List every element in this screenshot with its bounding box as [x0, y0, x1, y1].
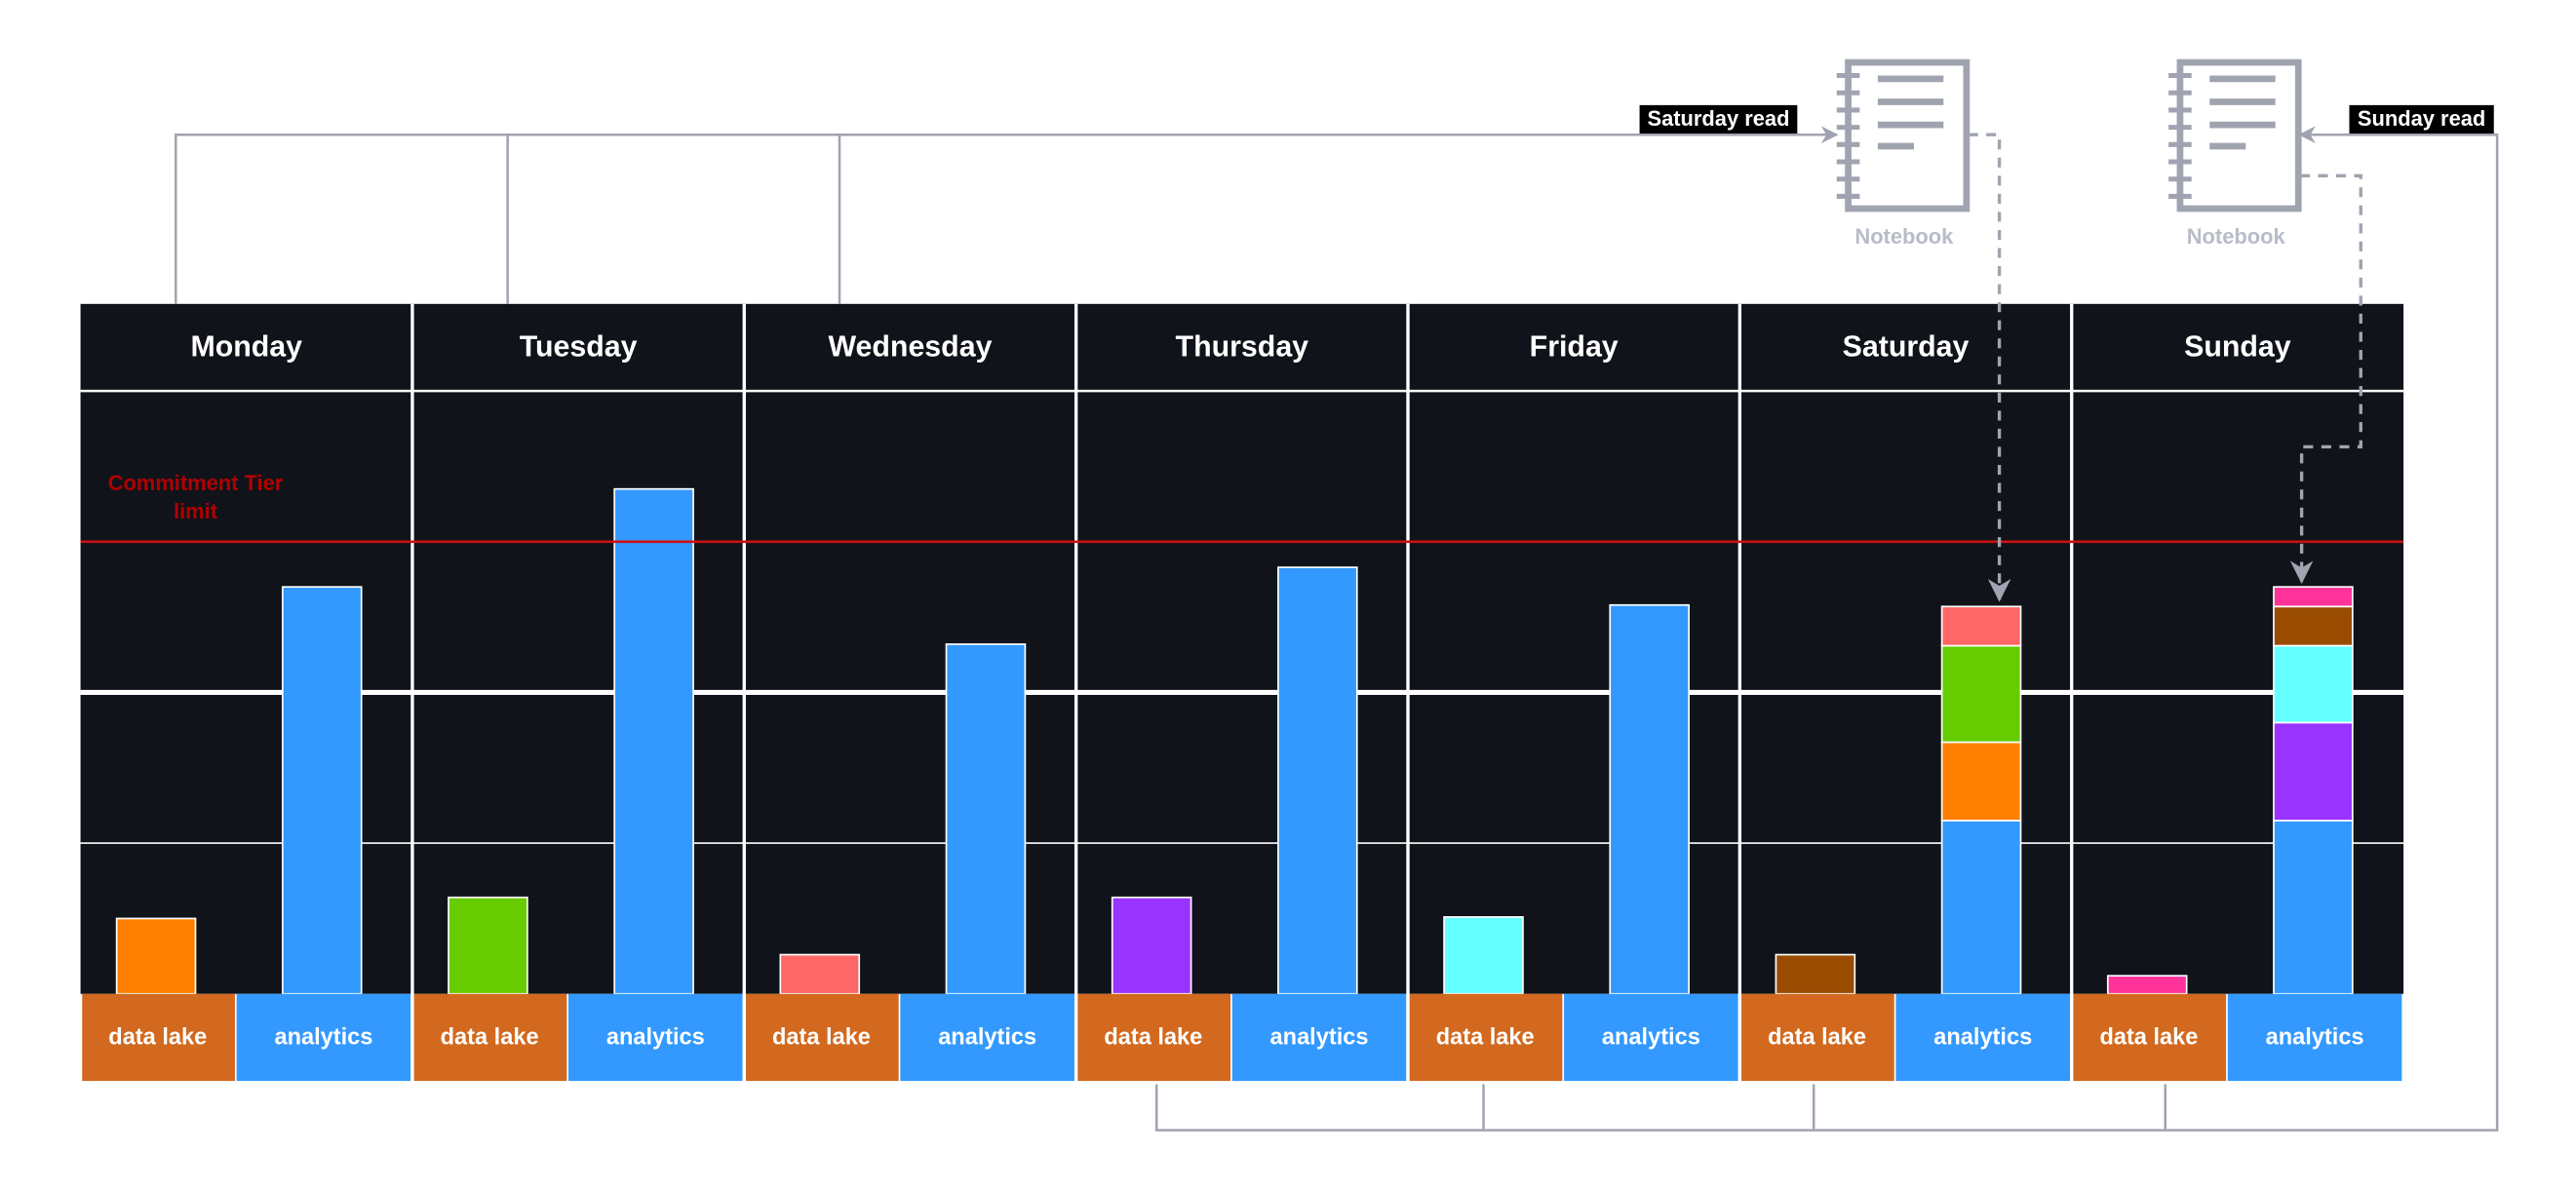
- analytics-label: analytics: [1270, 1023, 1369, 1049]
- data-lake-label: data lake: [1768, 1023, 1866, 1049]
- data-lake-label: data lake: [108, 1023, 207, 1049]
- connector: [1154, 126, 2499, 1132]
- data-lake-bar: [115, 917, 197, 995]
- read-label: Saturday read: [1647, 106, 1789, 131]
- data-lake-bar: [448, 896, 528, 995]
- notebook-label: Notebook: [2187, 224, 2286, 249]
- analytics-segment: [1940, 605, 2022, 647]
- day-header: Sunday: [2184, 330, 2291, 363]
- analytics-segment: [1940, 741, 2022, 822]
- day-header: Wednesday: [828, 330, 992, 363]
- analytics-cell: [567, 993, 743, 1082]
- analytics-segment: [2273, 820, 2354, 995]
- read-label-bg: [1639, 104, 1798, 135]
- analytics-segment: [2273, 605, 2354, 647]
- notebook-cover: [1845, 58, 1971, 212]
- limit-label: Commitment Tier limit: [108, 471, 284, 523]
- day-header: Monday: [190, 330, 302, 363]
- analytics-cell: [900, 993, 1074, 1082]
- dashed-connector: [2289, 173, 2362, 585]
- data-lake-bar: [2106, 975, 2188, 995]
- data-lake-bar: [779, 953, 861, 995]
- analytics-segment: [1277, 566, 1358, 995]
- data-lake-cell: [413, 993, 567, 1082]
- notebook-icon: [2168, 58, 2302, 212]
- data-lake-bar: [1111, 896, 1192, 995]
- connectors: [175, 126, 2499, 1132]
- analytics-label: analytics: [1602, 1023, 1700, 1049]
- analytics-cell: [1564, 993, 1738, 1082]
- data-lake-cell: [1409, 993, 1563, 1082]
- data-lake-label: data lake: [1104, 1023, 1202, 1049]
- data-lake-cell: [1077, 993, 1231, 1082]
- connector: [175, 126, 1839, 304]
- analytics-segment: [2273, 644, 2354, 724]
- data-lake-bar: [1443, 916, 1524, 995]
- analytics-segment: [2273, 721, 2354, 822]
- analytics-label: analytics: [1933, 1023, 2032, 1049]
- analytics-segment: [613, 487, 694, 995]
- day-header: Thursday: [1176, 330, 1309, 363]
- analytics-segment: [945, 643, 1027, 995]
- data-lake-label: data lake: [2099, 1023, 2198, 1049]
- data-lake-label: data lake: [772, 1023, 871, 1049]
- data-lake-label: data lake: [441, 1023, 539, 1049]
- analytics-segment: [2273, 586, 2354, 608]
- analytics-cell: [236, 993, 411, 1082]
- analytics-segment: [1609, 603, 1690, 995]
- day-header: Tuesday: [520, 330, 638, 363]
- data-lake-cell: [2073, 993, 2227, 1082]
- notebook-cover: [2176, 58, 2302, 212]
- read-label-bg: [2349, 104, 2494, 135]
- read-label: Sunday read: [2358, 106, 2485, 131]
- day-header: Friday: [1530, 330, 1619, 363]
- data-lake-cell: [1741, 993, 1894, 1082]
- notebook-label: Notebook: [1854, 224, 1954, 249]
- analytics-label: analytics: [2266, 1023, 2364, 1049]
- notebook-icon: [1836, 58, 1971, 212]
- chart-body: [80, 303, 2404, 994]
- analytics-label: analytics: [274, 1023, 372, 1049]
- analytics-cell: [1895, 993, 2071, 1082]
- analytics-label: analytics: [606, 1023, 705, 1049]
- data-lake-label: data lake: [1436, 1023, 1535, 1049]
- data-lake-cell: [82, 993, 235, 1082]
- analytics-cell: [2227, 993, 2402, 1082]
- data-lake-bar: [1775, 953, 1856, 995]
- analytics-segment: [1940, 820, 2022, 995]
- day-header: Saturday: [1843, 330, 1970, 363]
- analytics-cell: [1231, 993, 1407, 1082]
- analytics-segment: [1940, 644, 2022, 744]
- analytics-label: analytics: [938, 1023, 1036, 1049]
- data-lake-cell: [745, 993, 899, 1082]
- analytics-segment: [281, 586, 363, 995]
